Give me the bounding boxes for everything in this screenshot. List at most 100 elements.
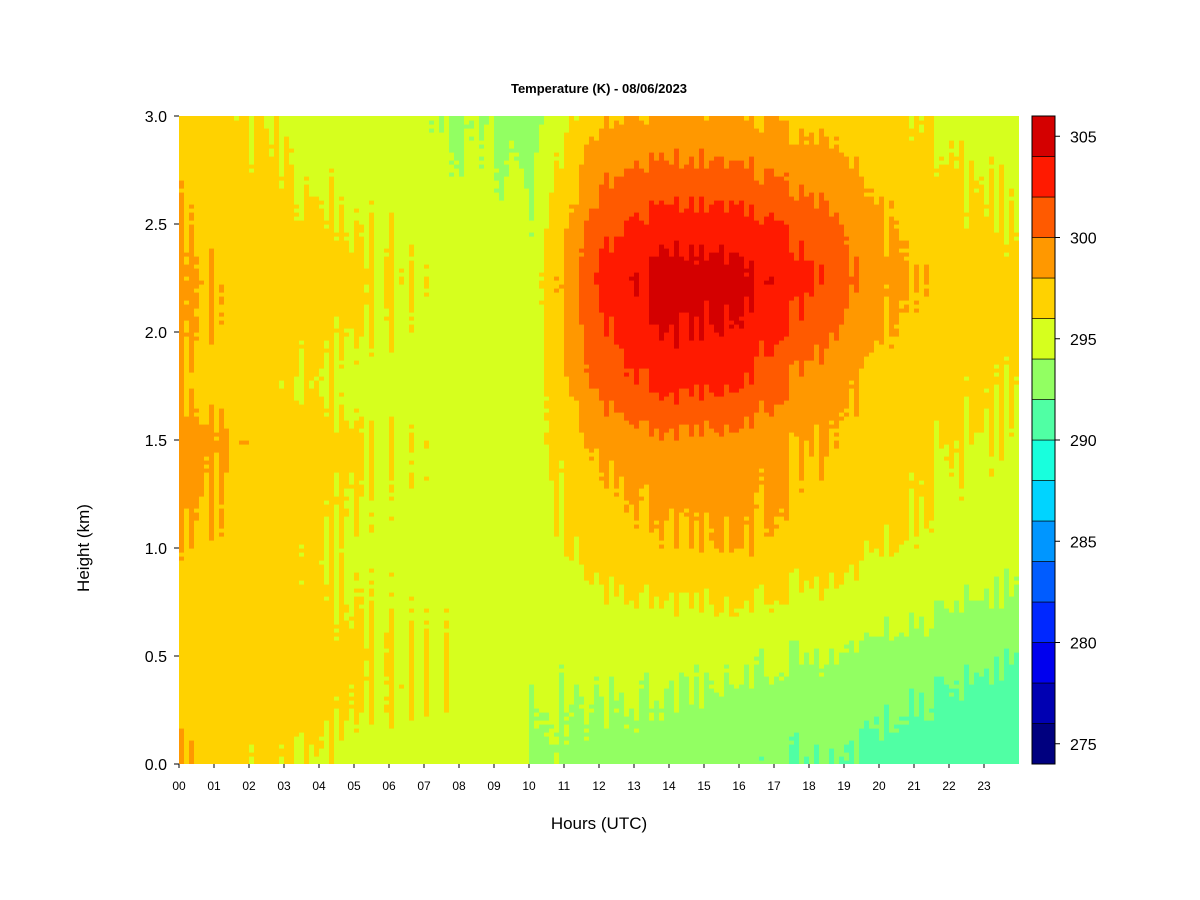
heatmap-cell: [344, 720, 350, 764]
heatmap-cell: [819, 364, 825, 481]
heatmap-cell: [339, 396, 345, 405]
heatmap-cell: [839, 324, 845, 413]
heatmap-cell: [709, 392, 715, 429]
heatmap-cell: [789, 640, 795, 737]
heatmap-cell: [194, 408, 200, 413]
heatmap-cell: [964, 584, 970, 665]
heatmap-cell: [184, 300, 190, 305]
heatmap-cell: [994, 384, 1000, 577]
heatmap-cell: [749, 312, 755, 385]
heatmap-cell: [344, 516, 350, 605]
heatmap-cell: [944, 116, 950, 165]
heatmap-cell: [859, 368, 865, 561]
heatmap-cell: [969, 160, 975, 445]
heatmap-cell: [369, 600, 375, 725]
heatmap-cell: [709, 604, 715, 681]
heatmap-cell: [399, 116, 405, 269]
heatmap-cell: [514, 116, 520, 153]
heatmap-cell: [899, 632, 905, 717]
heatmap-cell: [194, 416, 200, 509]
heatmap-cell: [929, 720, 935, 764]
heatmap-cell: [534, 728, 540, 764]
colorbar-tick-label: 275: [1070, 737, 1097, 754]
heatmap-cell: [904, 636, 910, 717]
heatmap-cell: [424, 448, 430, 477]
heatmap-cell: [484, 124, 490, 764]
heatmap-cell: [544, 396, 550, 401]
heatmap-cell: [944, 444, 950, 457]
heatmap-cell: [804, 144, 810, 197]
heatmap-cell: [814, 344, 820, 425]
heatmap-cell: [344, 336, 350, 421]
x-tick-label: 08: [452, 779, 466, 793]
heatmap-cell: [789, 144, 795, 197]
heatmap-cell: [724, 116, 730, 169]
heatmap-cell: [524, 116, 530, 189]
heatmap-cell: [454, 160, 460, 165]
heatmap-cell: [804, 652, 810, 757]
heatmap-cell: [654, 116, 660, 161]
y-tick-label: 1.0: [145, 541, 167, 558]
heatmap-cell: [759, 476, 765, 481]
heatmap-cell: [194, 340, 200, 409]
heatmap-cell: [894, 228, 900, 325]
heatmap-cell: [634, 528, 640, 609]
heatmap-cell: [354, 220, 360, 349]
heatmap-cell: [389, 116, 395, 213]
heatmap-cell: [424, 264, 430, 269]
heatmap-cell: [384, 696, 390, 701]
heatmap-cell: [454, 164, 460, 169]
heatmap-cell: [684, 260, 690, 313]
heatmap-cell: [734, 160, 740, 205]
heatmap-cell: [769, 612, 775, 685]
heatmap-cell: [214, 452, 220, 764]
heatmap-cell: [999, 608, 1005, 681]
heatmap-cell: [359, 416, 365, 429]
heatmap-cell: [834, 144, 840, 213]
heatmap-cell: [839, 416, 845, 421]
heatmap-cell: [949, 140, 955, 149]
heatmap-cell: [309, 388, 315, 745]
heatmap-cell: [639, 496, 645, 501]
heatmap-cell: [359, 496, 365, 589]
heatmap-cell: [634, 116, 640, 161]
heatmap-cell: [824, 200, 830, 349]
heatmap-cell: [779, 116, 785, 121]
heatmap-cell: [764, 528, 770, 533]
heatmap-cell: [454, 116, 460, 161]
heatmap-cell: [564, 116, 570, 133]
heatmap-cell: [659, 244, 665, 341]
x-tick-label: 22: [942, 779, 956, 793]
heatmap-cell: [179, 180, 185, 189]
heatmap-cell: [409, 464, 415, 473]
heatmap-cell: [689, 156, 695, 197]
heatmap-cell: [734, 688, 740, 764]
heatmap-cell: [779, 176, 785, 221]
heatmap-cell: [584, 736, 590, 741]
heatmap-cell: [529, 232, 535, 237]
heatmap-cell: [769, 116, 775, 169]
heatmap-cell: [589, 708, 595, 713]
heatmap-cell: [884, 256, 890, 285]
heatmap-cell: [924, 116, 930, 265]
heatmap-cell: [949, 468, 955, 473]
heatmap-cell: [389, 492, 395, 497]
heatmap-cell: [879, 556, 885, 637]
heatmap-cell: [914, 116, 920, 265]
heatmap-cell: [799, 116, 805, 129]
heatmap-cell: [949, 688, 955, 693]
heatmap-cell: [324, 228, 330, 341]
heatmap-cell: [709, 528, 715, 533]
heatmap-cell: [694, 168, 700, 213]
heatmap-cell: [664, 204, 670, 249]
heatmap-cell: [239, 444, 245, 764]
heatmap-cell: [409, 324, 415, 333]
heatmap-cell: [249, 752, 255, 757]
heatmap-cell: [299, 340, 305, 345]
heatmap-cell: [704, 116, 710, 121]
heatmap-cell: [844, 644, 850, 649]
heatmap-cell: [1014, 580, 1019, 585]
heatmap-cell: [534, 712, 540, 717]
heatmap-cell: [419, 116, 425, 764]
heatmap-cell: [444, 612, 450, 621]
